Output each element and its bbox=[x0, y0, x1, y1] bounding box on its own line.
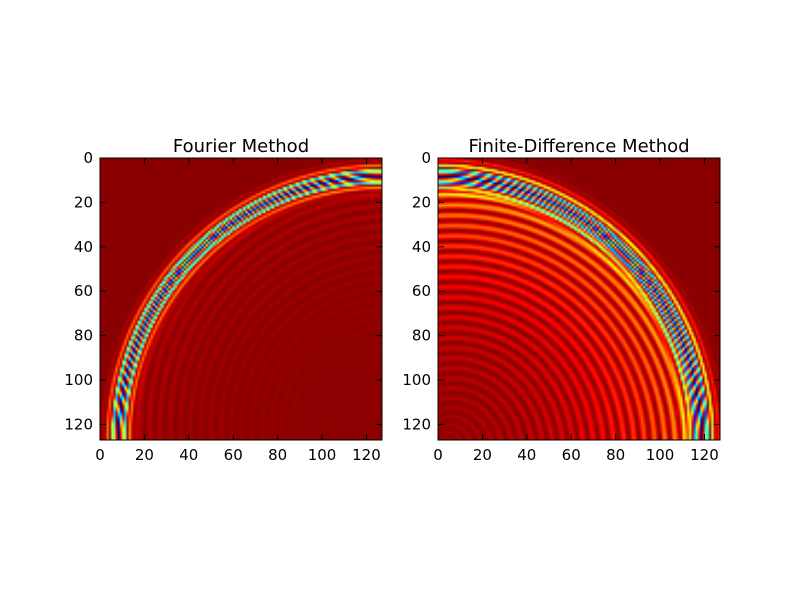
finite-difference-y-ticks: 0 20 40 60 80 100 120 bbox=[402, 149, 720, 433]
fourier-x-tick-label: 60 bbox=[224, 446, 243, 464]
finite-difference-y-tick-label: 80 bbox=[412, 327, 431, 345]
finite-difference-y-tick-label: 100 bbox=[402, 371, 431, 389]
fourier-y-tick-label: 60 bbox=[74, 282, 93, 300]
fourier-title: Fourier Method bbox=[173, 136, 309, 157]
fourier-y-tick-label: 100 bbox=[64, 371, 93, 389]
fourier-heatmap bbox=[100, 158, 382, 440]
fourier-panel: Fourier Method 0 20 40 60 80 100 120 0 20 40 60 80… bbox=[64, 136, 383, 464]
finite-difference-x-tick-label: 60 bbox=[562, 446, 581, 464]
fourier-x-tick-label: 120 bbox=[352, 446, 381, 464]
finite-difference-x-tick-label: 0 bbox=[433, 446, 443, 464]
fourier-x-tick-label: 80 bbox=[268, 446, 287, 464]
finite-difference-y-tick-label: 20 bbox=[412, 193, 431, 211]
finite-difference-title: Finite-Difference Method bbox=[468, 136, 689, 157]
finite-difference-x-tick-label: 40 bbox=[517, 446, 536, 464]
finite-difference-x-tick-label: 120 bbox=[690, 446, 719, 464]
finite-difference-x-tick-label: 20 bbox=[473, 446, 492, 464]
fourier-y-tick-label: 0 bbox=[83, 149, 93, 167]
finite-difference-heatmap-canvas bbox=[438, 158, 720, 440]
finite-difference-x-ticks: 0 20 40 60 80 100 120 bbox=[433, 158, 719, 464]
finite-difference-axes-frame bbox=[437, 157, 721, 441]
finite-difference-y-tick-label: 120 bbox=[402, 415, 431, 433]
fourier-x-ticks: 0 20 40 60 80 100 120 bbox=[95, 158, 381, 464]
finite-difference-y-tick-label: 40 bbox=[412, 238, 431, 256]
finite-difference-y-tick-label: 0 bbox=[421, 149, 431, 167]
fourier-x-tick-label: 0 bbox=[95, 446, 105, 464]
fourier-x-tick-label: 20 bbox=[135, 446, 154, 464]
fourier-y-tick-label: 20 bbox=[74, 193, 93, 211]
finite-difference-x-tick-label: 80 bbox=[606, 446, 625, 464]
fourier-axes-frame bbox=[99, 157, 383, 441]
fourier-x-tick-label: 40 bbox=[179, 446, 198, 464]
fourier-heatmap-canvas bbox=[100, 158, 382, 440]
finite-difference-heatmap bbox=[438, 158, 720, 440]
finite-difference-y-tick-label: 60 bbox=[412, 282, 431, 300]
finite-difference-x-tick-label: 100 bbox=[646, 446, 675, 464]
finite-difference-panel: Finite-Difference Method 0 20 40 60 80 100 120… bbox=[402, 136, 721, 464]
fourier-y-tick-label: 40 bbox=[74, 238, 93, 256]
fourier-y-ticks: 0 20 40 60 80 100 120 bbox=[64, 149, 382, 433]
fourier-y-tick-label: 120 bbox=[64, 415, 93, 433]
fourier-y-tick-label: 80 bbox=[74, 327, 93, 345]
fourier-x-tick-label: 100 bbox=[308, 446, 337, 464]
